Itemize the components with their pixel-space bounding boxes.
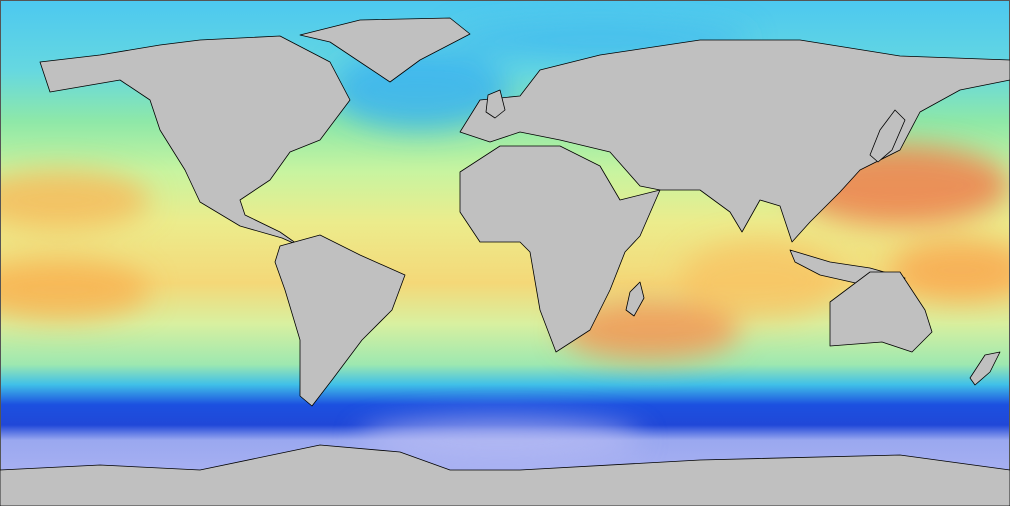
greenland: [299, 17, 471, 83]
eurasia: [459, 39, 1010, 243]
british-isles: [485, 89, 506, 119]
japan: [869, 109, 906, 163]
madagascar: [625, 281, 645, 317]
south-america: [274, 234, 406, 407]
new-zealand: [969, 351, 1001, 386]
north-america: [39, 35, 351, 247]
antarctica: [0, 444, 1010, 506]
africa: [459, 145, 661, 353]
australia: [829, 271, 933, 353]
